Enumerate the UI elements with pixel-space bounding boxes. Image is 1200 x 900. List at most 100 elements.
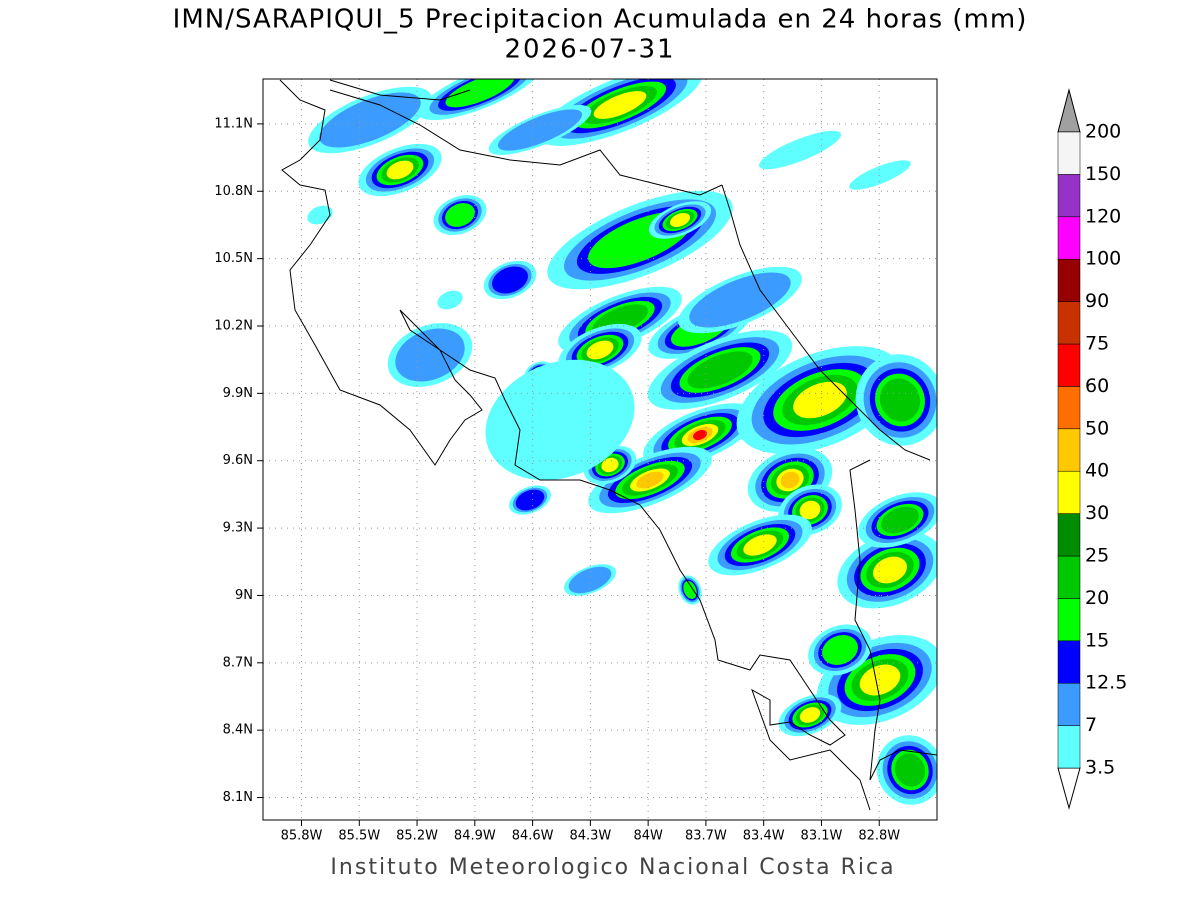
rain-contour [492,266,528,294]
rain-area [778,693,842,737]
rain-contour [743,534,777,556]
rain-area [537,79,703,146]
colorbar-box [1057,513,1081,557]
rain-area [308,86,432,154]
rain-contour [601,457,619,473]
y-tick-label: 10.5N [214,251,253,266]
rain-area [588,446,712,514]
colorbar-over [1057,88,1081,133]
x-tick-label: 85.5W [338,829,380,844]
rain-contour [445,203,475,227]
y-tick-label: 11.1N [214,116,253,131]
caribbean-coast [721,184,931,461]
colorbar-under [1057,767,1081,810]
y-tick-label: 9.9N [223,386,253,401]
colorbar-box [1057,343,1081,387]
date: 2026-07-31 [504,35,675,65]
rain-area [648,201,712,239]
rain-contour [445,79,515,108]
y-tick-label: 8.7N [223,655,253,670]
rain-field [307,79,937,805]
y-tick-label: 10.2N [214,319,253,334]
rain-contour [497,109,583,151]
rain-area [855,354,937,446]
colorbar-label: 100 [1085,248,1121,270]
rain-contour [894,753,926,787]
rain-area [808,624,872,676]
x-tick-label: 84.3W [569,829,611,844]
x-tick-label: 84W [633,829,663,844]
x-tick-label: 82.8W [858,829,900,844]
rain-contour [683,580,697,600]
footer: Instituto Meteorologico Nacional Costa R… [330,855,895,880]
lake-nicaragua [329,79,471,101]
rain-area [759,130,841,170]
x-tick-label: 84.9W [454,829,496,844]
rain-area [358,143,442,197]
colorbar-label: 20 [1085,587,1109,609]
rain-contour [485,359,635,481]
panama-border [849,459,937,781]
colorbar-box [1057,258,1081,302]
rain-area [837,531,937,609]
colorbar-label: 15 [1085,629,1109,651]
rain-contour [799,707,821,723]
colorbar-box [1057,598,1081,642]
colorbar-box [1057,555,1081,599]
rain-contour [586,340,614,360]
rain-contour [636,471,664,489]
colorbar-box [1057,640,1081,684]
colorbar-label: 50 [1085,417,1109,439]
rain-contour [689,272,791,328]
rain-contour [879,378,921,422]
rain-area [485,359,635,481]
x-tick-label: 83.4W [743,829,785,844]
colorbar-label: 3.5 [1085,757,1115,779]
x-tick-label: 84.6W [512,829,554,844]
rain-contour [386,160,414,180]
nicaragua-border [329,89,723,196]
rain-contour [319,92,421,148]
rain-area [564,564,616,596]
rain-area [647,330,793,410]
colorbar-label: 120 [1085,205,1121,227]
colorbar-box [1057,470,1081,514]
rain-contour [881,506,919,534]
colorbar-label: 90 [1085,290,1109,312]
grid [263,79,937,820]
colorbar-box [1057,682,1081,726]
rain-contour [593,91,647,119]
coastlines [279,79,937,811]
rain-area [736,346,904,454]
axes: 85.8W 85.5W 85.2W 84.9W 84.6W 84.3W 84W 83.7W 83… [214,116,900,843]
rain-contour [687,351,753,389]
colorbar-label: 30 [1085,502,1109,524]
map-frame [262,78,938,821]
rain-contour [859,664,901,696]
rain-area [876,735,937,805]
colorbar-label: 60 [1085,375,1109,397]
colorbar-label: 40 [1085,460,1109,482]
x-tick-label: 85.8W [281,829,323,844]
colorbar: 3.5 7 12.5 15 20 25 30 40 50 60 75 90 100 120 150 200 [1057,88,1127,810]
colorbar-box [1057,131,1081,175]
rain-contour [873,556,907,584]
rain-contour [568,566,612,594]
colorbar-label: 200 [1085,121,1121,143]
rain-area [678,575,702,605]
rain-contour [799,500,821,520]
colorbar-box [1057,174,1081,218]
colorbar-box [1057,428,1081,472]
rain-contour [437,290,463,310]
rain-contour [793,381,847,419]
colorbar-label: 75 [1085,333,1109,355]
colorbar-box [1057,725,1081,769]
rain-contour [849,160,911,190]
rain-contour [395,328,465,382]
colorbar-label: 25 [1085,545,1109,567]
colorbar-box [1057,301,1081,345]
y-tick-label: 9N [235,588,253,603]
rain-area [708,514,812,576]
pacific-coast [279,79,871,811]
